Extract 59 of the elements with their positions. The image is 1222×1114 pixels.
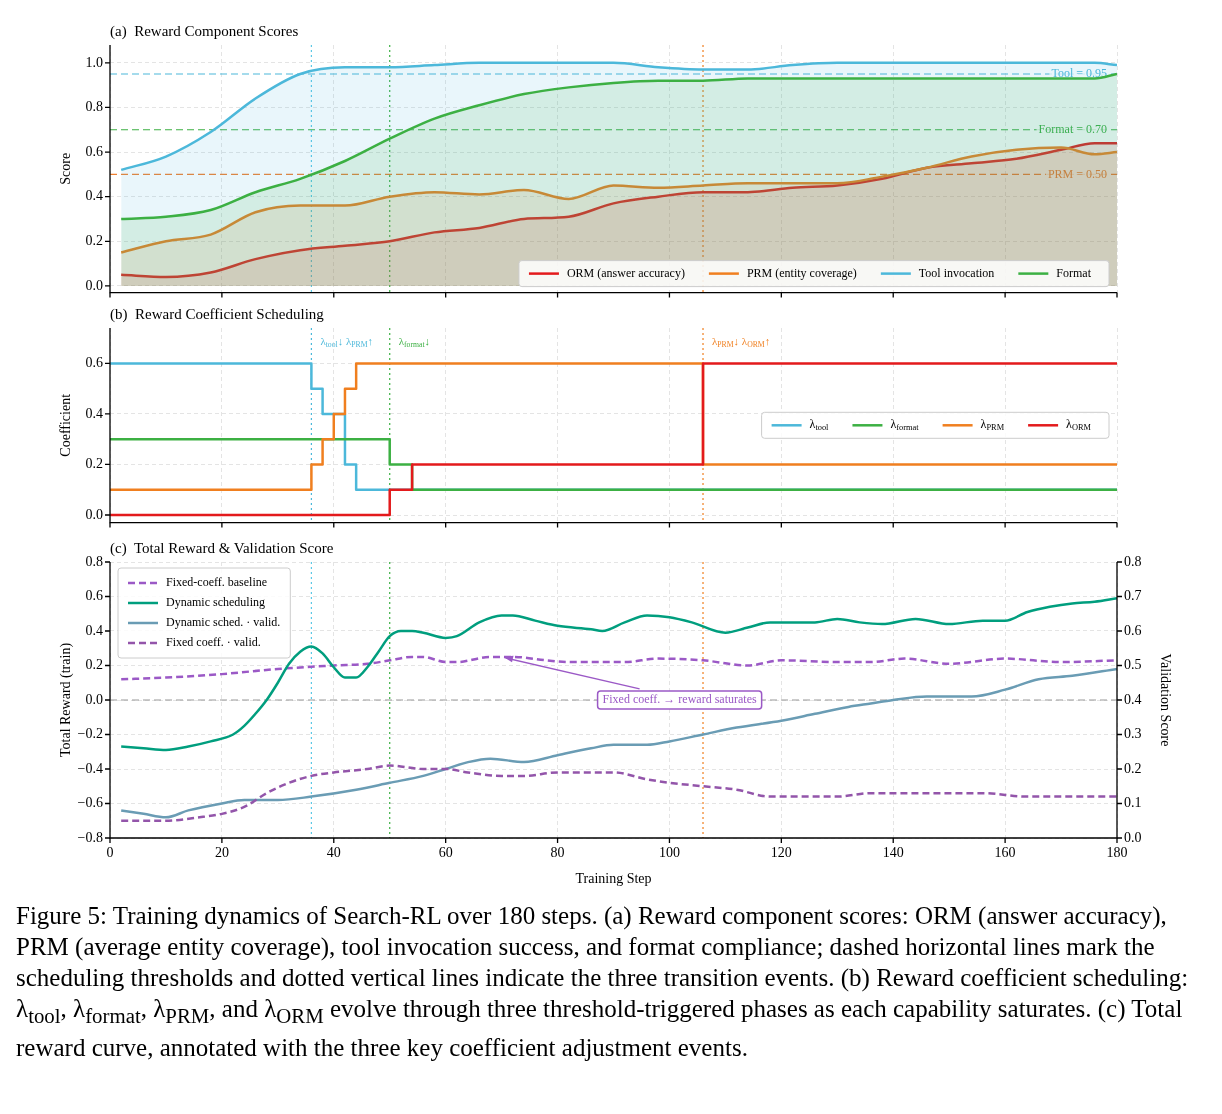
y-tick-label: 0.2: [85, 657, 103, 673]
y2-tick-label: 0.4: [1124, 691, 1142, 707]
x-tick-label: 0: [106, 845, 114, 861]
y-tick-label: −0.6: [77, 795, 103, 811]
x-tick-label: 120: [770, 845, 792, 861]
y-tick-label: 0.0: [85, 691, 103, 707]
y-tick-label: 0.4: [85, 622, 103, 638]
y2-tick-label: 0.5: [1124, 657, 1142, 673]
legend-label: Format: [1056, 265, 1092, 280]
legend-label: Fixed coeff. · valid.: [166, 635, 261, 650]
y2-tick-label: 0.0: [1124, 829, 1142, 845]
y-tick-label: 0.4: [85, 188, 103, 204]
y2-tick-label: 0.1: [1124, 795, 1142, 811]
y-tick-label: 0.0: [85, 277, 103, 293]
y2-tick-label: 0.2: [1124, 760, 1142, 776]
legend-label: Fixed-coeff. baseline: [166, 575, 268, 590]
x-tick-label: 80: [550, 845, 565, 861]
x-tick-label: 180: [1106, 845, 1128, 861]
legend-label: PRM (entity coverage): [746, 265, 857, 280]
y-tick-label: −0.8: [77, 829, 103, 845]
chart-title: (a) Reward Component Scores: [110, 23, 299, 40]
chart-title: (b) Reward Coefficient Scheduling: [110, 306, 325, 323]
y2-tick-label: 0.7: [1124, 588, 1142, 604]
legend-label: ORM (answer accuracy): [566, 265, 685, 280]
x-tick-label: 100: [658, 845, 680, 861]
ref-line-label: PRM = 0.50: [1047, 166, 1108, 181]
y-tick-label: 0.0: [85, 506, 103, 522]
y-axis-title: Coefficient: [58, 393, 74, 457]
y-tick-label: 0.8: [85, 99, 103, 115]
x-tick-label: 60: [438, 845, 453, 861]
ref-line-label: Format = 0.70: [1038, 121, 1108, 136]
text: Figure 5: Training dynamics of Search-RL over 180 steps. (a) Reward component scores: ORM (answer accuracy), PRM (average entity coverage), tool invocation success, and format compliance; dashed horizontal lines mark the scheduling thresholds and dotted vertical lines indicate the three transition events. (b) Reward coefficient scheduling: λ$_{tool}$, λ$_{format}$, λ$_{PRM}$, and λ$_{ORM}$ evolve through three threshold-triggered phases as each capability saturates. (c) Total reward curve, annotated with the three key coefficient adjustment events.: [16, 902, 1189, 1061]
y-axis-title: Total Reward (train): [58, 642, 75, 758]
y-tick-label: 0.6: [85, 355, 103, 371]
y-tick-label: −0.2: [77, 726, 103, 742]
legend-label: Dynamic scheduling: [166, 595, 265, 610]
x-tick-label: 140: [882, 845, 904, 861]
ref-line-label: Tool = 0.95: [1051, 66, 1107, 81]
y-tick-label: −0.4: [77, 760, 103, 776]
y-axis-title: Score: [58, 152, 74, 185]
y2-tick-label: 0.8: [1124, 553, 1142, 569]
legend-label: Dynamic sched. · valid.: [166, 615, 281, 630]
y2-tick-label: 0.3: [1124, 726, 1142, 742]
y-tick-label: 0.6: [85, 588, 103, 604]
y-tick-label: 0.2: [85, 456, 103, 472]
y-tick-label: 0.8: [85, 553, 103, 569]
x-tick-label: 160: [994, 845, 1016, 861]
y-tick-label: 0.4: [85, 405, 103, 421]
x-tick-label: 40: [326, 845, 341, 861]
x-tick-label: 20: [214, 845, 229, 861]
y2-axis-title: Validation Score: [1157, 653, 1173, 747]
annotation: Fixed coeff. → reward saturates: [602, 692, 757, 707]
legend-label: Tool invocation: [918, 265, 995, 280]
y-tick-label: 0.2: [85, 232, 103, 248]
x-axis-title: Training Step: [575, 871, 652, 887]
y-tick-label: 0.6: [85, 143, 103, 159]
y-tick-label: 1.0: [85, 54, 103, 70]
y2-tick-label: 0.6: [1124, 622, 1142, 638]
chart-title: (c) Total Reward & Validation Score: [110, 540, 334, 557]
